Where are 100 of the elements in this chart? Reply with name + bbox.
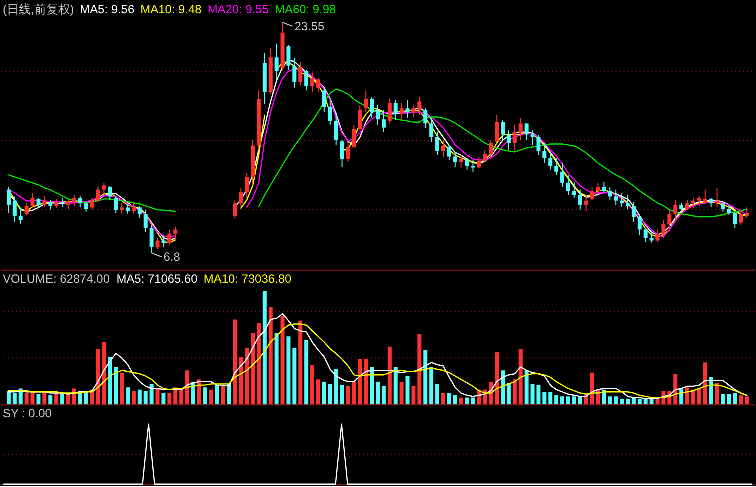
candlestick: [108, 186, 112, 201]
candlestick: [662, 220, 666, 238]
candlestick: [530, 130, 535, 146]
bar: [739, 396, 744, 405]
bar: [727, 394, 732, 405]
candlestick: [608, 186, 612, 201]
candlestick: [436, 131, 440, 156]
candlestick: [424, 108, 428, 130]
bar: [626, 398, 630, 405]
candlestick: [686, 200, 690, 211]
candlestick: [459, 154, 464, 168]
text: MA20: 9.55: [208, 2, 270, 17]
bar: [233, 320, 238, 405]
bar: [614, 396, 618, 405]
candlestick: [441, 140, 446, 158]
bar: [60, 394, 65, 405]
bar: [114, 367, 118, 405]
candlestick: [602, 182, 606, 194]
candlestick: [620, 192, 624, 208]
bar: [197, 380, 202, 405]
bar: [156, 388, 160, 405]
bar: [262, 291, 267, 405]
bar: [430, 367, 434, 405]
bar: [358, 359, 362, 405]
bar: [572, 396, 576, 405]
bar: [524, 370, 529, 405]
annotation: 6.8: [164, 250, 181, 264]
bar: [12, 393, 17, 405]
bar: [412, 386, 416, 405]
text: MA5: 9.56: [80, 2, 135, 17]
candlestick: [72, 194, 76, 207]
bar: [132, 390, 136, 405]
candlestick: [697, 196, 702, 207]
candlestick: [66, 198, 70, 210]
candlestick: [126, 204, 130, 214]
candlestick: [239, 188, 244, 207]
bar: [632, 398, 636, 405]
bar: [54, 393, 59, 405]
candlestick: [233, 200, 238, 220]
bar: [512, 380, 517, 405]
candlestick: [584, 194, 588, 212]
bar: [24, 393, 29, 405]
bar: [400, 382, 404, 405]
candlestick: [727, 204, 732, 216]
bar: [608, 396, 612, 405]
bar: [388, 346, 392, 405]
bar: [18, 388, 23, 405]
candlestick: [739, 209, 744, 226]
candlestick: [304, 70, 309, 92]
bar: [126, 388, 130, 405]
bar: [6, 390, 11, 405]
bar: [560, 396, 565, 405]
candlestick: [382, 109, 386, 132]
candlestick: [644, 228, 648, 243]
bar: [406, 376, 410, 405]
candlestick: [174, 226, 178, 241]
chart-title: SY : 0.00: [2, 406, 52, 421]
candlestick: [483, 150, 488, 163]
candlestick: [42, 196, 47, 208]
candlestick: [245, 172, 250, 199]
bar: [715, 383, 720, 405]
bar: [370, 367, 374, 405]
candlestick: [364, 90, 368, 114]
candlestick: [542, 142, 547, 164]
bar: [221, 386, 226, 405]
candlestick: [518, 118, 523, 141]
candlestick: [358, 104, 362, 132]
candlestick: [162, 235, 166, 248]
candlestick: [298, 62, 303, 86]
candlestick: [596, 182, 600, 194]
candlestick: [346, 142, 350, 163]
candlestick: [36, 198, 41, 209]
candlestick: [715, 188, 720, 208]
bar: [691, 390, 696, 405]
bar: [328, 384, 332, 405]
candlestick: [156, 237, 160, 250]
candlestick: [471, 160, 476, 172]
bar: [186, 370, 190, 405]
candlestick: [412, 104, 416, 118]
bar: [215, 385, 220, 405]
candlestick: [138, 206, 142, 219]
bar: [102, 342, 106, 405]
bar: [382, 386, 386, 405]
bar: [256, 323, 261, 405]
bar: [245, 348, 250, 405]
candlestick: [465, 158, 470, 170]
candlestick: [406, 100, 410, 119]
bar: [298, 320, 303, 405]
bar: [495, 352, 500, 405]
candlestick: [328, 100, 332, 126]
bar: [72, 388, 76, 405]
candlestick: [668, 210, 672, 230]
candlestick: [703, 189, 708, 205]
candlestick: [674, 200, 678, 221]
bar: [168, 393, 172, 405]
bar: [441, 393, 446, 405]
candlestick: [632, 202, 636, 223]
candlestick: [680, 202, 684, 214]
bar: [518, 349, 523, 405]
bar: [620, 398, 624, 405]
